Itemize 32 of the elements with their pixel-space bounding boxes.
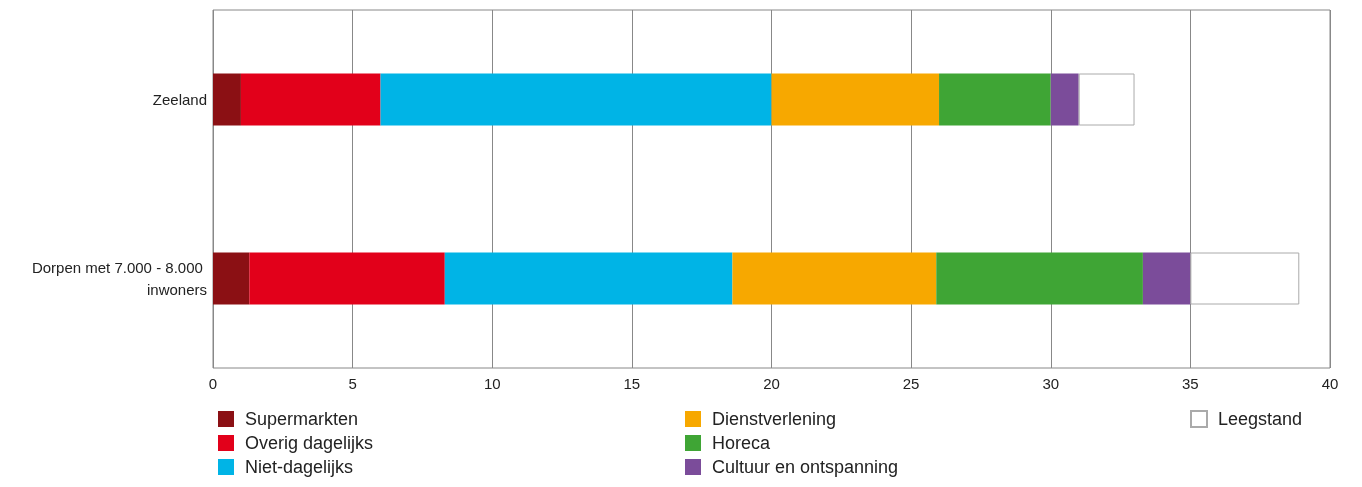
bar — [936, 252, 1143, 305]
bar — [444, 252, 733, 305]
x-tick-label: 40 — [1321, 375, 1339, 392]
legend-label: Overig dagelijks — [245, 433, 374, 453]
y-tick-label: Zeeland — [152, 91, 207, 108]
legend-label: Supermarkten — [245, 409, 359, 429]
x-tick-label: 0 — [208, 375, 218, 392]
bar — [1050, 73, 1079, 126]
x-tick-label: 25 — [902, 375, 920, 392]
bar — [213, 73, 241, 126]
bar — [939, 73, 1051, 126]
bar — [380, 73, 772, 126]
legend-label: Leegstand — [1218, 409, 1303, 429]
x-tick-label: 35 — [1182, 375, 1199, 392]
bar — [240, 73, 381, 126]
x-tick-label: 20 — [763, 375, 780, 392]
x-tick-label: 15 — [623, 375, 641, 392]
bar — [1078, 73, 1135, 126]
x-tick-label: 5 — [348, 375, 357, 392]
bar — [213, 252, 250, 305]
legend-label: Horeca — [712, 433, 772, 453]
y-tick-label: Dorpen met 7.000 - 8.000 inwoners — [31, 259, 207, 298]
legend-label: Cultuur en ontspanning — [712, 457, 899, 477]
bar — [771, 73, 940, 126]
x-tick-label: 30 — [1042, 375, 1060, 392]
bar — [1142, 252, 1191, 305]
bar — [249, 252, 445, 305]
x-tick-label: 10 — [483, 375, 501, 392]
bar — [1190, 252, 1300, 305]
legend-label: Dienstverlening — [712, 409, 837, 429]
legend-label: Niet-dagelijks — [245, 457, 354, 477]
bar — [732, 252, 937, 305]
